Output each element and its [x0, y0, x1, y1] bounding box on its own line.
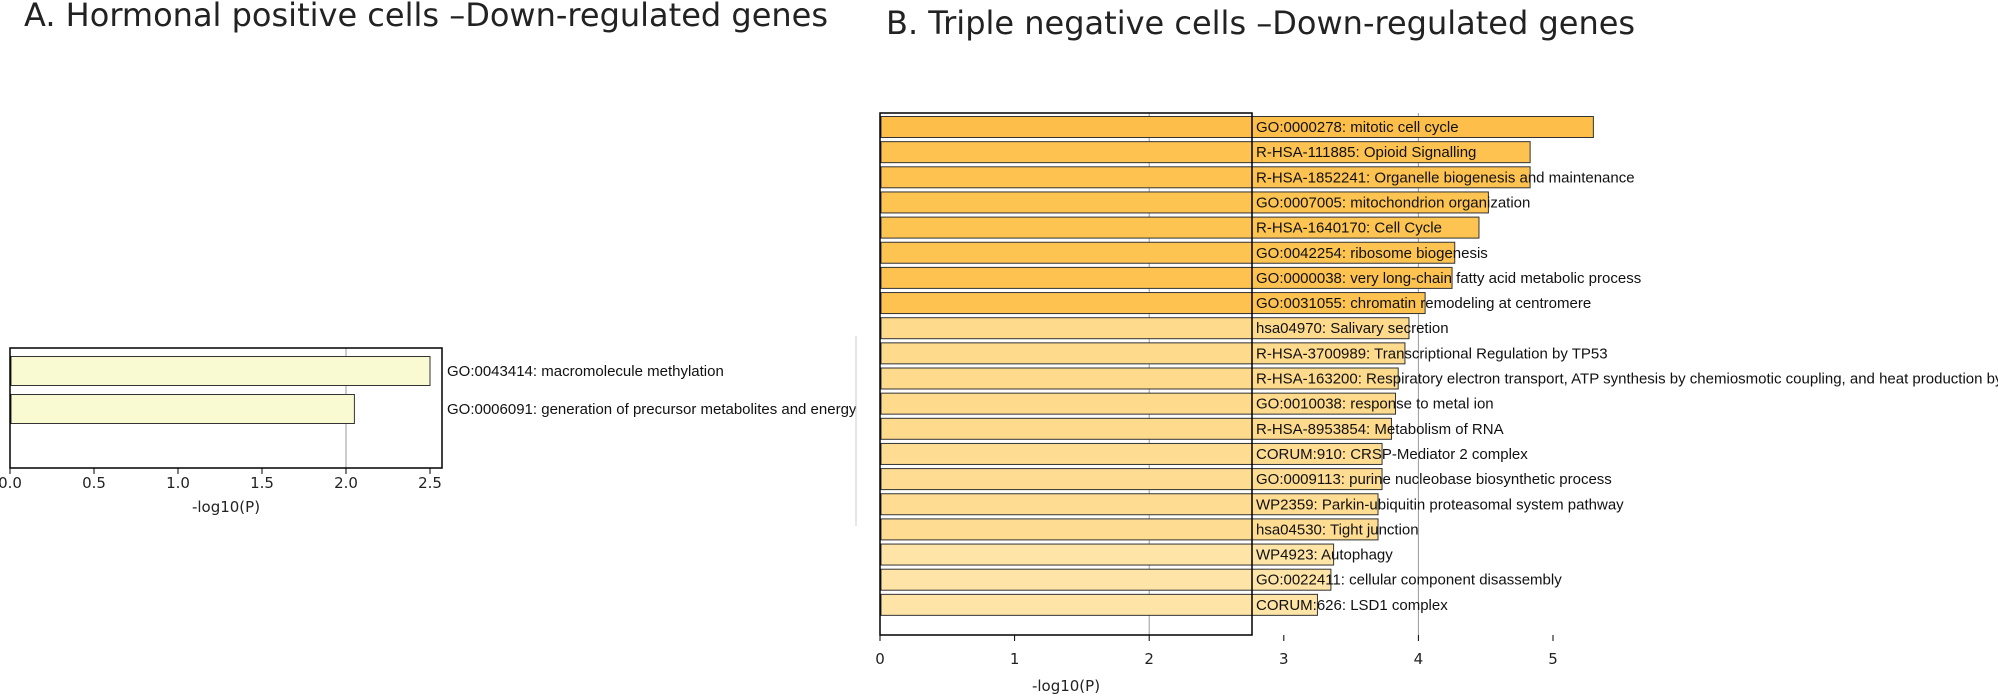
panel-b-term-label: GO:0031055: chromatin remodeling at cent…	[1256, 295, 1591, 312]
panel-b-tick-label: 4	[1414, 650, 1424, 668]
panel-b-tick-label: 0	[875, 650, 885, 668]
panel-b-bar	[880, 367, 1399, 390]
panel-b-term-label: GO:0000278: mitotic cell cycle	[1256, 119, 1459, 136]
panel-b-term-label: hsa04970: Salivary secretion	[1256, 320, 1449, 337]
panel-b-term-label: GO:0042254: ribosome biogenesis	[1256, 245, 1488, 262]
panel-b-term-label: WP4923: Autophagy	[1256, 547, 1393, 564]
panel-a-chart: 0.0 0.5 1.0 1.5 2.0 2.5 GO:0043414: macromole…	[0, 347, 857, 516]
panel-b-term-label: R-HSA-1640170: Cell Cycle	[1256, 220, 1442, 237]
panel-b-chart: 0 1 2 3 4 5 GO:0000278: mitotic cell cycle R-H…	[855, 112, 1998, 695]
panel-b-title: B. Triple negative cells –Down-regulated…	[886, 4, 1635, 42]
panel-b-term-label: hsa04530: Tight junction	[1256, 521, 1419, 538]
panel-b-term-label: CORUM:910: CRSP-Mediator 2 complex	[1256, 446, 1528, 463]
panel-b-bar	[880, 241, 1456, 264]
panel-a-x-axis-title: -log10(P)	[192, 498, 260, 516]
panel-a-plot-frame	[9, 347, 443, 469]
panel-b-x-axis-title: -log10(P)	[1032, 677, 1100, 695]
panel-b-term-label: GO:0010038: response to metal ion	[1256, 396, 1494, 413]
panel-b-term-label: R-HSA-163200: Respiratory electron trans…	[1256, 371, 1998, 388]
panel-a-bars	[10, 356, 431, 424]
panel-a-tick-label: 0.5	[82, 474, 106, 492]
panel-b-bar	[880, 468, 1383, 491]
panel-b-tick-label: 3	[1279, 650, 1289, 668]
panel-a-x-ticks: 0.0 0.5 1.0 1.5 2.0 2.5	[0, 468, 442, 492]
panel-b-term-label: GO:0022411: cellular component disassemb…	[1256, 572, 1562, 589]
panel-b-bar	[880, 518, 1379, 541]
panel-b-bar	[880, 568, 1332, 591]
panel-b-term-label: R-HSA-3700989: Transcriptional Regulatio…	[1256, 345, 1608, 362]
panel-a-title: A. Hormonal positive cells –Down-regulat…	[24, 0, 828, 34]
panel-b-bar	[880, 266, 1453, 289]
panel-b-term-label: GO:0007005: mitochondrion organization	[1256, 194, 1530, 211]
panel-b-bar	[880, 342, 1406, 365]
panel-b-bar	[880, 191, 1489, 214]
panel-b-bar	[880, 166, 1531, 189]
panel-b-bar	[880, 493, 1379, 516]
panel-b-tick-label: 5	[1548, 650, 1558, 668]
panel-b-bar	[880, 317, 1410, 340]
panel-b-tick-label: 1	[1010, 650, 1020, 668]
panel-b-bars	[880, 116, 1594, 616]
panel-b-bar	[880, 141, 1531, 164]
panel-b-term-label: WP2359: Parkin-ubiquitin proteasomal sys…	[1256, 496, 1624, 513]
panel-b-bar	[880, 216, 1480, 239]
panel-b-term-label: R-HSA-111885: Opioid Signalling	[1256, 144, 1476, 161]
panel-b-term-labels: GO:0000278: mitotic cell cycle R-HSA-1118…	[1256, 119, 1998, 614]
panel-a-tick-label: 0.0	[0, 474, 22, 492]
panel-b-bar	[880, 417, 1392, 440]
panel-b-term-label: CORUM:626: LSD1 complex	[1256, 597, 1448, 614]
panel-a-bar	[10, 394, 355, 424]
panel-b-bar	[880, 543, 1335, 566]
panel-b-bar	[880, 392, 1397, 415]
panel-b-term-label: GO:0000038: very long-chain fatty acid m…	[1256, 270, 1641, 287]
panel-b-tick-label: 2	[1144, 650, 1154, 668]
panel-a-tick-label: 1.5	[250, 474, 274, 492]
panel-b-bar	[880, 593, 1318, 616]
panel-b-term-label: GO:0009113: purine nucleobase biosynthet…	[1256, 471, 1612, 488]
panel-a-bar	[10, 356, 431, 386]
panel-b-plot-frame	[879, 112, 1253, 636]
panel-b-bar	[880, 116, 1594, 138]
panel-a-term-label: GO:0043414: macromolecule methylation	[447, 363, 724, 380]
panel-a-tick-label: 2.5	[418, 474, 442, 492]
panel-b-term-label: R-HSA-1852241: Organelle biogenesis and …	[1256, 169, 1635, 186]
panel-a-term-label: GO:0006091: generation of precursor meta…	[447, 401, 857, 418]
panel-b-bar	[880, 292, 1426, 315]
panel-a-tick-label: 2.0	[334, 474, 358, 492]
panel-b-x-ticks: 0 1 2 3 4 5	[875, 635, 1558, 668]
panel-a-tick-label: 1.0	[166, 474, 190, 492]
panel-b-bar	[880, 442, 1383, 465]
panel-a-term-labels: GO:0043414: macromolecule methylation GO:…	[447, 363, 857, 418]
panel-b-term-label: R-HSA-8953854: Metabolism of RNA	[1256, 421, 1504, 438]
